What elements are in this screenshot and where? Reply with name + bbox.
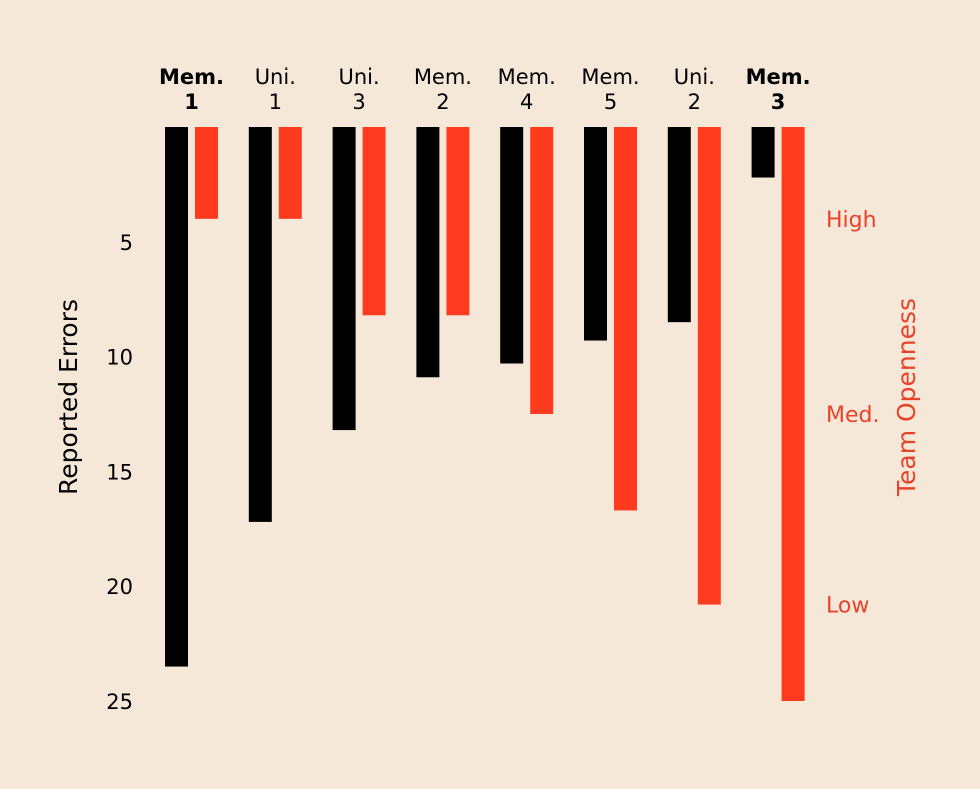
openness-bar (362, 127, 386, 316)
category-label-line1: Mem. (498, 65, 556, 89)
category-label-line2: 2 (688, 90, 701, 114)
category-label-line2: 3 (771, 90, 786, 114)
errors-bar (500, 127, 524, 364)
openness-bar (614, 127, 637, 511)
category-label-line2: 4 (520, 90, 533, 114)
openness-bar (781, 127, 805, 701)
category-label-line1: Uni. (255, 65, 296, 89)
left-tick-label: 5 (120, 231, 133, 255)
category-label-line2: 1 (269, 90, 282, 114)
category-label-line2: 5 (604, 90, 617, 114)
category-label-line1: Uni. (674, 65, 715, 89)
category-label-line1: Mem. (746, 65, 811, 89)
category-label-line1: Mem. (414, 65, 472, 89)
openness-bar (195, 127, 218, 219)
right-axis-label: Low (826, 594, 869, 619)
category-label-line1: Mem. (159, 65, 224, 89)
right-axis-label: Med. (826, 403, 879, 428)
openness-bar (278, 127, 302, 219)
errors-bar (248, 127, 272, 522)
left-axis-ticks: 5 10 15 20 25 (106, 231, 133, 714)
left-tick-label: 10 (106, 346, 133, 370)
openness-bar (697, 127, 721, 605)
category-label-line2: 1 (184, 90, 199, 114)
openness-bar (530, 127, 554, 414)
errors-bar (667, 127, 691, 323)
bars (165, 127, 805, 701)
left-axis-title: Reported Errors (54, 299, 83, 495)
category-label-line2: 3 (352, 90, 365, 114)
errors-bar (751, 127, 775, 178)
errors-bar (165, 127, 188, 667)
left-tick-label: 15 (106, 460, 133, 484)
category-label-line1: Mem. (581, 65, 639, 89)
right-axis-title: Team Openness (892, 298, 921, 497)
left-tick-label: 20 (106, 575, 133, 599)
category-label-line1: Uni. (338, 65, 379, 89)
errors-bar (332, 127, 356, 431)
errors-bar (416, 127, 440, 378)
category-label-line2: 2 (436, 90, 449, 114)
right-axis-label: High (826, 208, 877, 233)
openness-bar (446, 127, 470, 316)
left-tick-label: 25 (106, 690, 133, 714)
errors-bar (584, 127, 607, 341)
right-axis-labels: High Med. Low (826, 208, 879, 619)
